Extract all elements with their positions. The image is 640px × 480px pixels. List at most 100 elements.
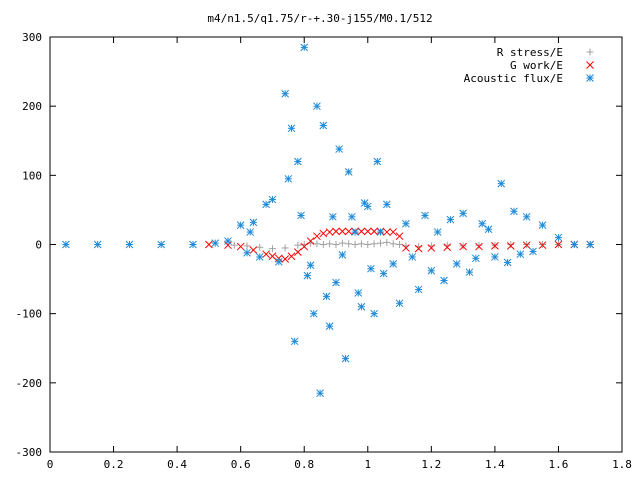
data-point (332, 241, 340, 248)
data-point (287, 252, 296, 261)
data-point (344, 168, 353, 176)
data-point (300, 242, 309, 251)
data-point (446, 215, 455, 224)
data-point (236, 221, 245, 229)
data-point (125, 240, 134, 249)
data-point (443, 243, 452, 252)
data-point (370, 240, 378, 248)
data-point (459, 209, 467, 218)
data-point (297, 211, 305, 220)
data-point (303, 271, 312, 280)
data-point (389, 228, 398, 236)
legend-label: Acoustic flux/E (464, 72, 563, 85)
data-point (341, 354, 350, 363)
data-point (157, 240, 166, 249)
data-point (262, 200, 270, 209)
data-point (376, 239, 384, 247)
y-tick-label: 100 (22, 169, 42, 182)
data-point (379, 269, 388, 278)
data-point (306, 237, 315, 245)
data-point (230, 241, 238, 249)
data-point (538, 241, 547, 250)
data-point (427, 244, 436, 252)
x-tick-label: 0.4 (167, 458, 187, 471)
data-point (503, 258, 512, 267)
x-tick-label: 0 (47, 458, 54, 471)
data-point (506, 242, 515, 250)
data-point (255, 253, 264, 261)
series-layer (62, 43, 595, 398)
data-point (402, 244, 410, 252)
data-point (402, 219, 410, 228)
data-point (586, 240, 595, 249)
data-point (243, 242, 251, 250)
data-point (351, 241, 359, 248)
legend-marker (586, 74, 594, 82)
y-tick-label: -200 (16, 377, 43, 390)
data-point (268, 245, 276, 253)
x-tick-label: 1.8 (612, 458, 632, 471)
data-point (294, 241, 302, 249)
data-point (268, 252, 277, 261)
legend-label: R stress/E (497, 46, 563, 59)
data-point (338, 239, 346, 247)
data-point (433, 228, 442, 236)
data-point (290, 337, 299, 346)
data-point (363, 202, 372, 211)
data-point (421, 211, 429, 220)
data-point (475, 242, 483, 251)
data-point (325, 228, 334, 236)
x-tick-label: 0.8 (294, 458, 314, 471)
y-tick-label: 200 (22, 100, 42, 113)
data-point (363, 227, 372, 236)
data-point (357, 240, 365, 248)
data-point (316, 389, 324, 398)
x-tick-label: 1.4 (485, 458, 505, 471)
x-tick-label: 0.6 (231, 458, 251, 471)
data-point (338, 251, 347, 259)
data-point (351, 228, 359, 236)
data-point (205, 240, 213, 249)
data-point (516, 250, 525, 259)
data-point (224, 237, 232, 245)
data-point (62, 240, 70, 249)
data-point (325, 322, 334, 330)
x-tick-label: 1.2 (421, 458, 441, 471)
data-point (256, 243, 264, 251)
x-axis: 0 0.2 0.4 0.6 0.8 1 1.2 1.4 1.6 1.8 (47, 37, 632, 471)
data-point (287, 124, 296, 133)
data-point (243, 248, 251, 257)
data-point (313, 102, 321, 111)
data-point (570, 240, 579, 249)
data-point (332, 227, 340, 236)
data-point (367, 264, 375, 273)
y-tick-label: 0 (35, 239, 42, 252)
data-point (370, 309, 378, 318)
data-point (354, 289, 363, 297)
data-point (294, 157, 302, 166)
data-point (249, 218, 258, 227)
data-point (475, 241, 483, 249)
legend-label: G work/E (510, 59, 563, 72)
data-point (345, 240, 353, 248)
data-point (382, 228, 391, 236)
data-point (338, 227, 347, 236)
data-point (491, 253, 499, 261)
data-point (408, 253, 417, 261)
data-point (376, 228, 385, 236)
x-tick-label: 1.6 (549, 458, 569, 471)
data-point (507, 241, 515, 248)
data-point (326, 240, 334, 248)
data-point (471, 254, 480, 263)
data-point (538, 221, 547, 229)
data-point (300, 43, 309, 52)
data-point (396, 241, 404, 248)
data-point (395, 299, 404, 308)
data-point (389, 260, 398, 268)
data-point (554, 233, 563, 242)
data-point (522, 212, 531, 221)
data-point (497, 179, 506, 188)
data-point (335, 145, 344, 153)
data-point (373, 157, 382, 166)
